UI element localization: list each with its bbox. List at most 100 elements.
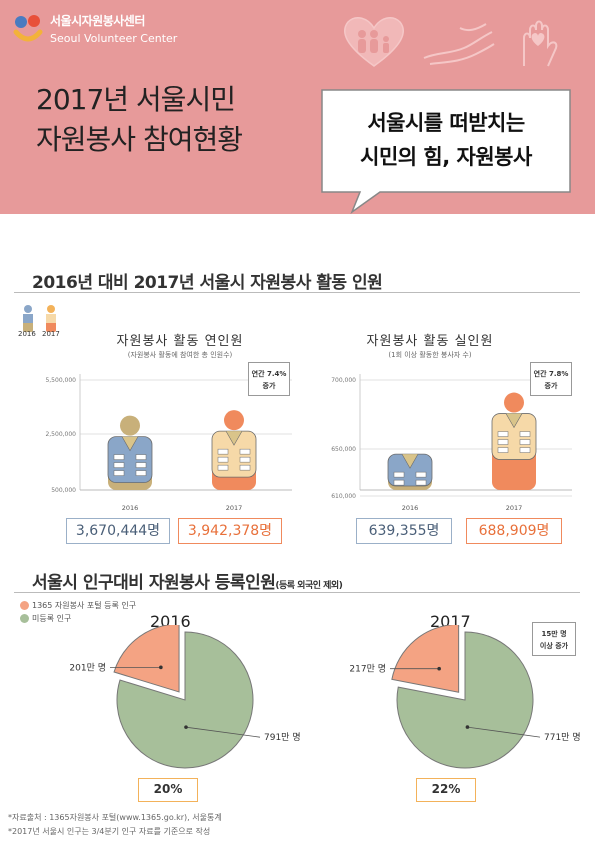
section2-title-note: (등록 외국인 제외) xyxy=(275,581,343,591)
pie2-slice-label-1: 771만 명 xyxy=(544,732,581,743)
chart1-bar-pocket xyxy=(135,462,147,468)
chart2-value-2016: 639,355명 xyxy=(356,518,452,544)
chart2-bar-pocket xyxy=(497,431,509,437)
chart1-bar-pocket xyxy=(217,464,229,471)
chart2-bar-collar xyxy=(505,413,523,429)
source-note: *자료출처 : 1365자원봉사 포털(www.1365.go.kr), 서울통… xyxy=(8,813,222,822)
chart1-bar-pocket xyxy=(135,454,147,460)
pie-legend-registered-label: 1365 자원봉사 포털 등록 인구 xyxy=(32,601,137,610)
pie2-leader-dot-1 xyxy=(465,725,470,729)
chart2-category-label: 2017 xyxy=(506,504,523,512)
chart2-ytick-label: 650,000 xyxy=(331,446,356,453)
section2-title: 서울시 인구대비 자원봉사 등록인원(등록 외국인 제외) xyxy=(32,568,343,593)
chart2-bar-pocket xyxy=(415,471,427,478)
chart2-plot: 700,000 650,000 610,000 2016 2017 xyxy=(331,374,572,512)
year-legend-icon xyxy=(23,305,56,332)
pie2-leader-dot-0 xyxy=(437,666,441,671)
chart2-value-2017: 688,909명 xyxy=(466,518,562,544)
page-title: 2017년 서울시민 자원봉사 참여현황 xyxy=(36,80,296,160)
pie1-chart: 201만 명 791만 명 xyxy=(69,625,301,769)
chart1-bar-head xyxy=(120,415,140,436)
chart2-callout-line2: 증가 xyxy=(544,382,558,390)
chart2-ytick-label: 610,000 xyxy=(331,493,356,500)
chart2-ytick-label: 700,000 xyxy=(331,377,356,384)
chart1-bar-pocket xyxy=(135,470,147,476)
pie-legend-unregistered: 미등록 인구 xyxy=(20,613,71,624)
chart1-bar-pocket xyxy=(217,448,229,455)
chart1-bar-pocket xyxy=(113,454,125,460)
pie2-callout-line2: 이상 증가 xyxy=(539,642,569,650)
logo-english-text: Seoul Volunteer Center xyxy=(50,32,178,45)
chart1-value-2017: 3,942,378명 xyxy=(178,518,282,544)
chart1-bar-pocket xyxy=(239,448,251,455)
chart2-bar-head xyxy=(504,392,524,413)
pie2-callout-line1: 15만 명 xyxy=(541,630,567,638)
speech-bubble-line1: 서울시를 떠받치는 xyxy=(367,111,525,135)
pie1-slice-label-1: 791만 명 xyxy=(264,732,301,743)
chart1-bar-pocket xyxy=(239,464,251,471)
chart1-bar-head xyxy=(224,410,244,431)
pie2-slice-label-0: 217만 명 xyxy=(349,664,386,675)
section1-divider xyxy=(14,292,580,293)
pie2-percent: 22% xyxy=(416,778,476,802)
pie2-leader-1 xyxy=(467,726,541,738)
chart2-bar-pocket xyxy=(393,479,405,486)
chart1-bar-pocket xyxy=(239,456,251,463)
pie-legend-registered: 1365 자원봉사 포털 등록 인구 xyxy=(20,600,136,611)
pie1-leader-dot-0 xyxy=(159,665,163,670)
section2-title-main: 서울시 인구대비 자원봉사 등록인원 xyxy=(32,573,276,593)
pie1-leader-1 xyxy=(185,726,261,738)
chart1-value-2016: 3,670,444명 xyxy=(66,518,170,544)
chart1-category-label: 2017 xyxy=(226,504,243,512)
chart1-callout-line1: 연간 7.4% xyxy=(251,370,287,378)
pie2-increase-callout: 15만 명 이상 증가 xyxy=(532,622,576,656)
pie1-leader-dot-1 xyxy=(184,725,188,729)
chart2-bar-collar xyxy=(401,453,419,469)
chart2-bar-pocket xyxy=(393,471,405,478)
chart2-bar-pocket xyxy=(519,447,531,453)
chart2-increase-callout: 연간 7.8% 증가 xyxy=(530,362,572,396)
chart1-subtitle: (자원봉사 활동에 참여한 총 인원수) xyxy=(127,351,233,359)
pie-legend-unregistered-label: 미등록 인구 xyxy=(32,614,72,623)
chart2-subtitle: (1회 이상 활동한 봉사자 수) xyxy=(388,351,472,359)
chart1-increase-callout: 연간 7.4% 증가 xyxy=(248,362,290,396)
chart1-bar-collar xyxy=(225,431,243,446)
legend-2016-label: 2016 xyxy=(18,330,36,338)
pie1-percent: 20% xyxy=(138,778,198,802)
chart1-bar-2017 xyxy=(211,410,257,490)
chart1-callout-line2: 증가 xyxy=(262,382,276,390)
chart1-ytick-label: 2,500,000 xyxy=(45,431,76,438)
page-title-line2: 자원봉사 참여현황 xyxy=(36,123,243,156)
chart2-bar-pocket xyxy=(519,431,531,437)
hand-heart-icon xyxy=(523,20,558,67)
speech-bubble-text: 서울시를 떠받치는 시민의 힘, 자원봉사 xyxy=(320,106,572,174)
chart2-callout-line1: 연간 7.8% xyxy=(533,370,569,378)
seoul-volunteer-logo-icon xyxy=(13,15,43,42)
helping-hands-icon xyxy=(423,23,495,65)
pie1-slice-0 xyxy=(113,625,180,693)
logo-korean-text: 서울시자원봉사센터 xyxy=(50,14,145,28)
pie2-slice-0 xyxy=(391,625,460,693)
chart2-bar-pocket xyxy=(415,479,427,486)
chart1-bar-collar xyxy=(121,436,139,452)
chart2-bar-2017 xyxy=(491,392,537,490)
pie1-slice-1 xyxy=(116,631,254,769)
pie2-chart: 217만 명 771만 명 xyxy=(349,625,581,769)
chart1-title: 자원봉사 활동 연인원 xyxy=(116,334,244,349)
chart1-ytick-label: 5,500,000 xyxy=(45,377,76,384)
speech-bubble-line2: 시민의 힘, 자원봉사 xyxy=(360,145,532,169)
chart1-bar-2016 xyxy=(107,415,153,490)
chart2-bar-pocket xyxy=(497,439,509,445)
page-title-line1: 2017년 서울시민 xyxy=(36,83,236,116)
chart1-bar-pocket xyxy=(113,470,125,476)
chart2-bar-pocket xyxy=(519,439,531,445)
chart1-bar-pocket xyxy=(113,462,125,468)
family-heart-icon xyxy=(344,17,404,67)
legend-2017-label: 2017 xyxy=(42,330,60,338)
registered-swatch xyxy=(20,601,29,610)
section2-divider xyxy=(14,592,580,593)
unregistered-swatch xyxy=(20,614,29,623)
chart2-bar-2016 xyxy=(387,453,433,490)
section1-title: 2016년 대비 2017년 서울시 자원봉사 활동 인원 xyxy=(32,273,383,293)
chart1-ytick-label: 500,000 xyxy=(51,487,76,494)
